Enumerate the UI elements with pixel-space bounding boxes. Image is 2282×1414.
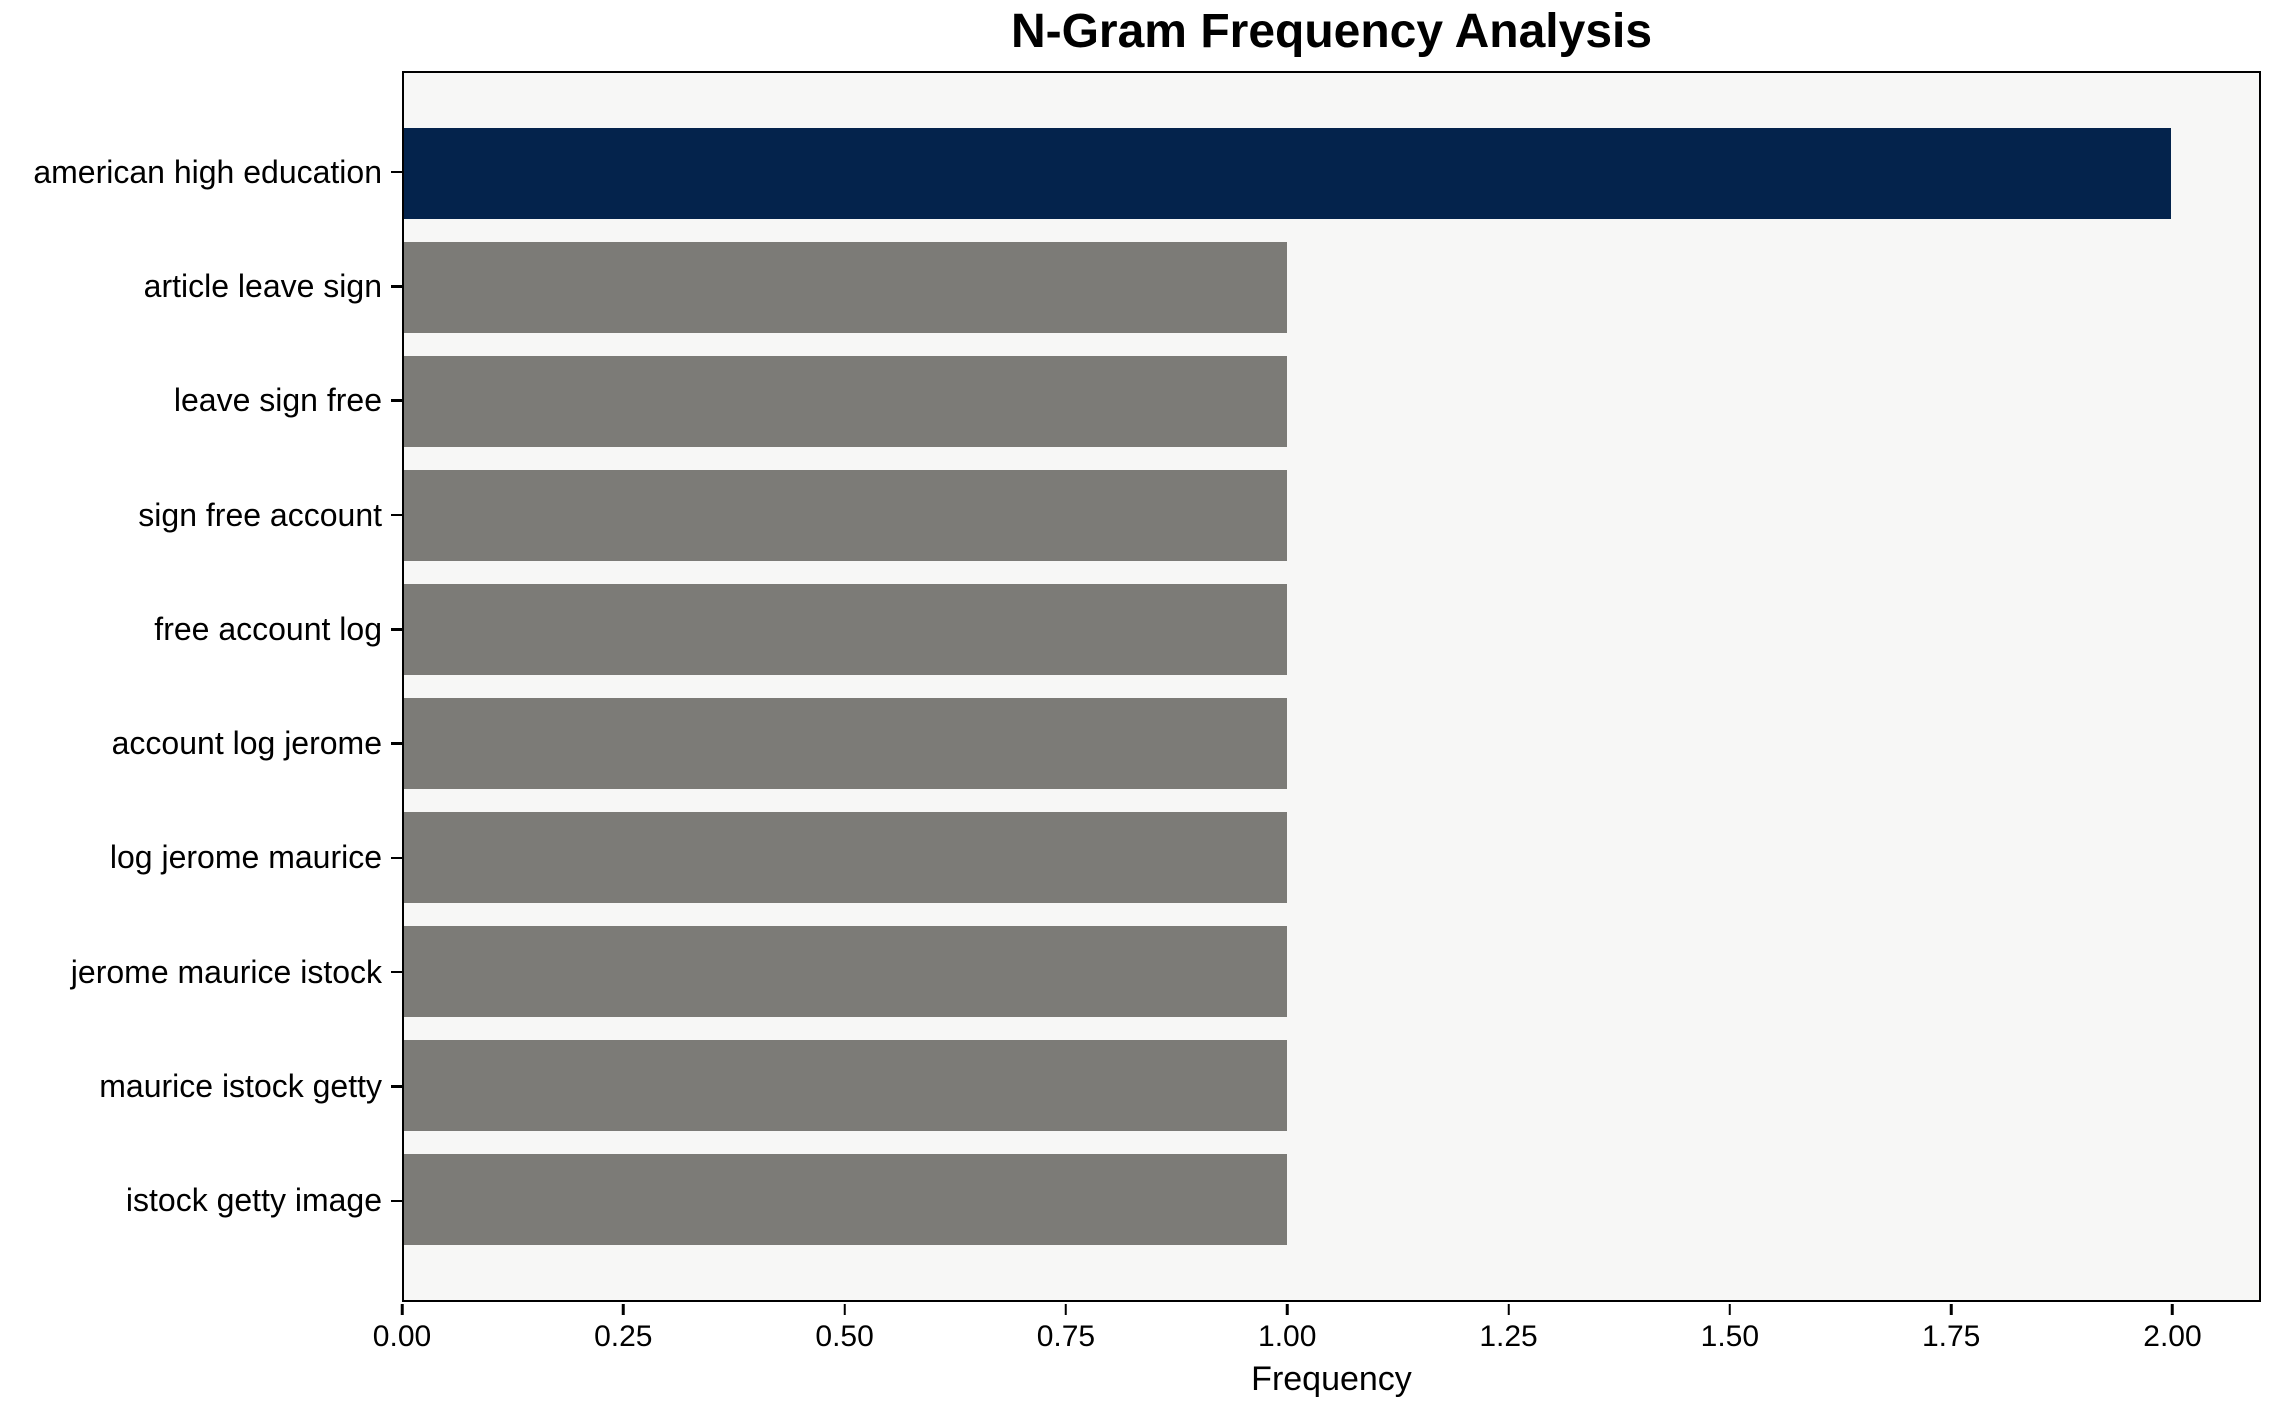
- y-row: jerome maurice istock: [0, 915, 402, 1029]
- bar-row: [404, 573, 2259, 687]
- y-row: maurice istock getty: [0, 1029, 402, 1143]
- bar-row: [404, 117, 2259, 231]
- bar: [404, 697, 1288, 789]
- x-tick-mark: [400, 1303, 404, 1315]
- x-tick-mark: [1728, 1303, 1732, 1315]
- bar: [404, 128, 2171, 220]
- x-tick-label: 1.50: [1700, 1320, 1760, 1353]
- y-tick-label: log jerome maurice: [109, 839, 382, 876]
- y-tick-mark: [391, 1199, 402, 1203]
- y-row: log jerome maurice: [0, 801, 402, 915]
- y-axis: american high education article leave sig…: [0, 71, 402, 1302]
- x-tick-label: 1.75: [1921, 1320, 1981, 1353]
- bar-row: [404, 1028, 2259, 1142]
- x-tick-mark: [843, 1303, 846, 1315]
- x-tick-label: 0.25: [594, 1320, 653, 1353]
- y-tick-mark: [391, 399, 402, 402]
- y-tick-label: maurice istock getty: [99, 1068, 382, 1105]
- y-row: article leave sign: [0, 229, 402, 343]
- y-row: account log jerome: [0, 686, 402, 800]
- y-tick-mark: [391, 856, 402, 860]
- chart-title: N-Gram Frequency Analysis: [1010, 5, 1653, 58]
- y-tick-label: jerome maurice istock: [70, 953, 382, 990]
- y-tick-label: account log jerome: [111, 725, 382, 762]
- y-tick-mark: [391, 513, 402, 517]
- y-tick-label: free account log: [154, 610, 382, 647]
- y-tick-label: istock getty image: [125, 1182, 382, 1219]
- bars-layer: [404, 73, 2259, 1300]
- x-tick-mark: [1285, 1303, 1289, 1315]
- x-tick-mark: [1064, 1303, 1068, 1315]
- x-tick-mark: [2171, 1303, 2174, 1315]
- bar-row: [404, 345, 2259, 459]
- bar-row: [404, 1142, 2259, 1256]
- y-tick-label: article leave sign: [143, 267, 382, 304]
- y-row: american high education: [0, 115, 402, 229]
- bar-row: [404, 800, 2259, 914]
- x-tick-mark: [622, 1303, 625, 1315]
- bar: [404, 1153, 1288, 1245]
- x-axis: 0.00 0.25 0.50 0.75 1.00 1.25 1.50 1.75 2.00: [373, 1302, 2261, 1414]
- bar: [404, 584, 1288, 676]
- bar: [404, 811, 1288, 903]
- y-tick-mark: [391, 170, 402, 174]
- y-tick-mark: [391, 1085, 402, 1088]
- y-row: istock getty image: [0, 1144, 402, 1258]
- bar: [404, 356, 1288, 448]
- x-tick-label: 0.00: [372, 1320, 432, 1353]
- bar: [404, 242, 1288, 334]
- y-tick-mark: [391, 285, 402, 288]
- y-tick-label: leave sign free: [173, 382, 382, 419]
- bar: [404, 925, 1288, 1017]
- bar-row: [404, 687, 2259, 801]
- x-tick-mark: [1507, 1303, 1510, 1315]
- y-tick-mark: [391, 742, 402, 745]
- x-tick-label: 0.50: [815, 1320, 874, 1353]
- bar: [404, 470, 1288, 562]
- bar: [404, 1039, 1288, 1131]
- y-tick-label: sign free account: [138, 496, 382, 533]
- x-tick-label: 0.75: [1036, 1320, 1096, 1353]
- y-row: sign free account: [0, 458, 402, 572]
- x-tick-label: 2.00: [2143, 1320, 2202, 1353]
- x-tick-mark: [1949, 1303, 1953, 1315]
- y-tick-mark: [391, 628, 402, 631]
- y-tick-mark: [391, 970, 402, 974]
- y-row: leave sign free: [0, 344, 402, 458]
- bar-row: [404, 459, 2259, 573]
- bar-row: [404, 914, 2259, 1028]
- x-tick-label: 1.25: [1479, 1320, 1538, 1353]
- y-tick-label: american high education: [33, 153, 382, 190]
- bar-row: [404, 231, 2259, 345]
- plot-area: [402, 71, 2261, 1302]
- x-tick-label: 1.00: [1258, 1320, 1317, 1353]
- y-row: free account log: [0, 572, 402, 686]
- x-axis-label: Frequency: [1251, 1360, 1412, 1398]
